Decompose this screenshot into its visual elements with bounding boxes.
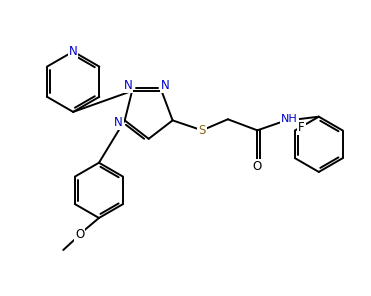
Text: O: O [253,160,262,173]
Text: S: S [198,124,206,137]
Text: N: N [69,45,78,58]
Text: N: N [114,116,123,129]
Text: NH: NH [281,114,298,124]
Text: O: O [75,228,85,241]
Text: F: F [298,121,305,134]
Text: N: N [161,79,170,92]
Text: N: N [124,79,132,92]
